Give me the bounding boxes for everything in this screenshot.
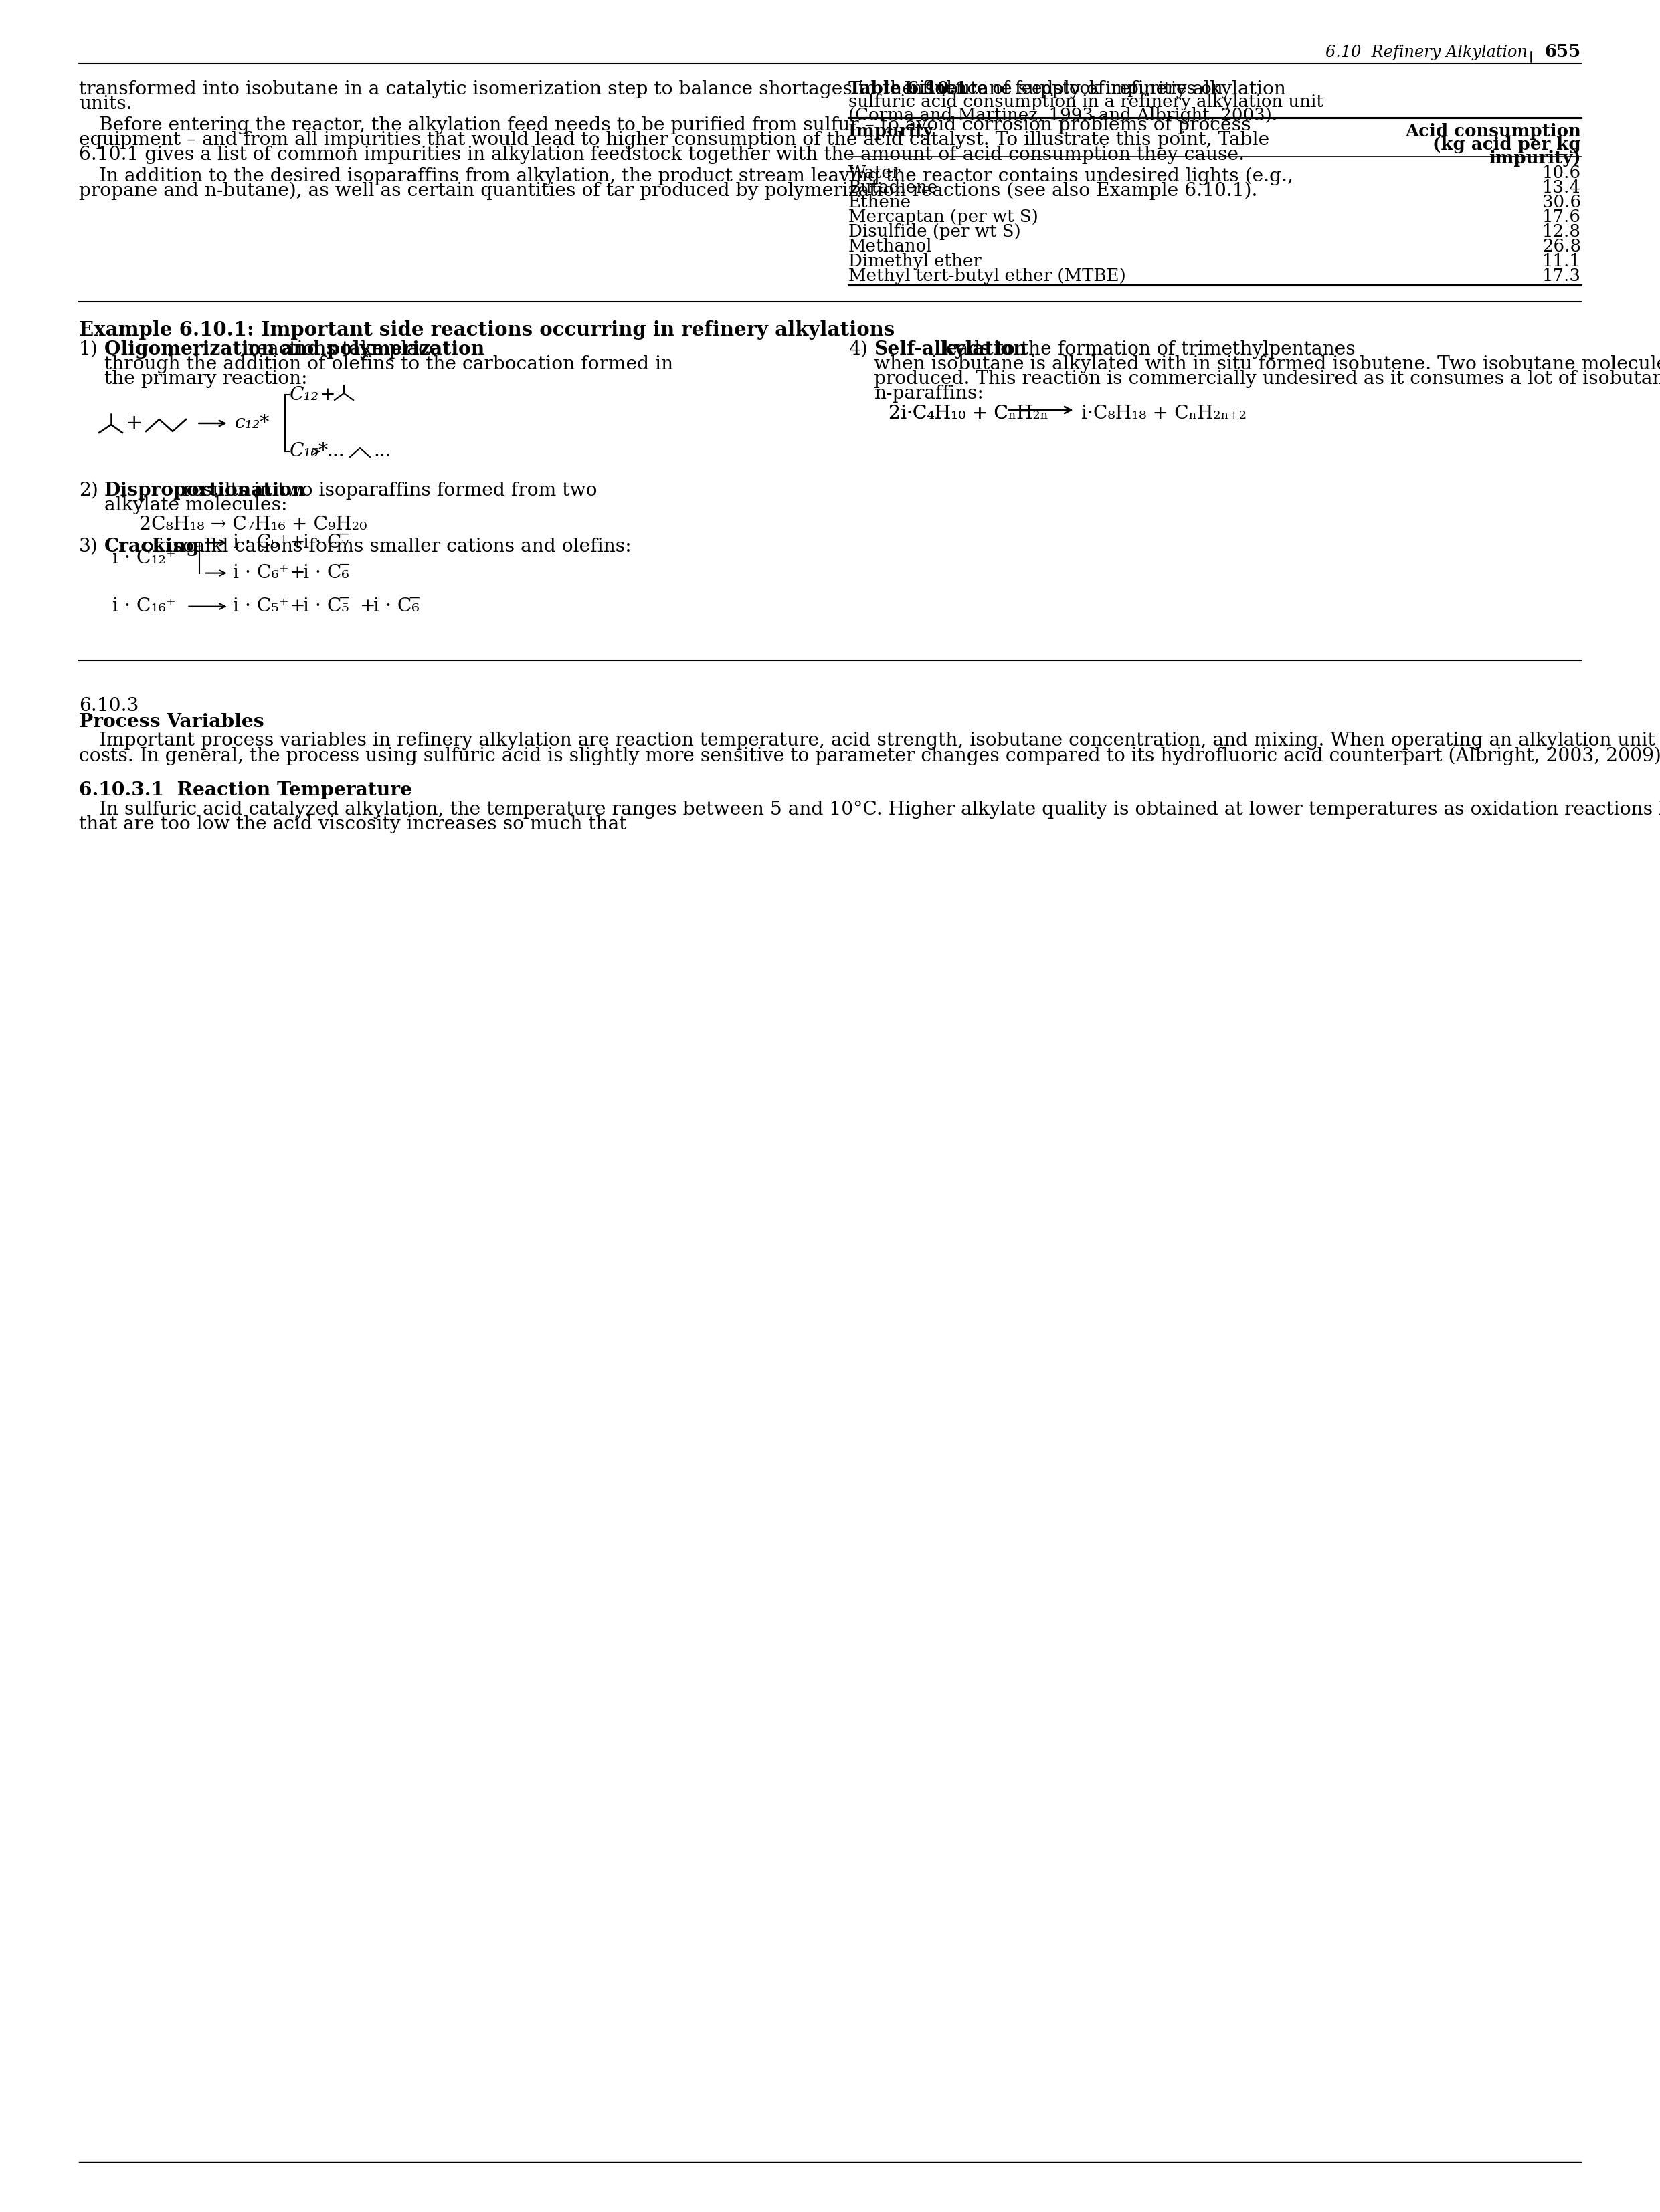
Text: Table 6.10.1: Table 6.10.1 bbox=[848, 80, 968, 97]
Text: Methanol: Methanol bbox=[848, 239, 933, 254]
Text: i · C₁₂⁺: i · C₁₂⁺ bbox=[113, 549, 176, 566]
Text: Disproportionation: Disproportionation bbox=[105, 482, 305, 500]
Text: Butadiene: Butadiene bbox=[848, 179, 938, 197]
Text: i · C₇̅: i · C₇̅ bbox=[304, 533, 349, 553]
Text: i · C₅̅: i · C₅̅ bbox=[304, 597, 349, 615]
Text: impurity): impurity) bbox=[1489, 150, 1580, 166]
Text: propane and n-butane), as well as certain quantities of tar produced by polymeri: propane and n-butane), as well as certai… bbox=[80, 181, 1258, 201]
Text: Dimethyl ether: Dimethyl ether bbox=[848, 252, 981, 270]
Text: c₁₂*: c₁₂* bbox=[234, 414, 271, 431]
Text: In addition to the desired isoparaffins from alkylation, the product stream leav: In addition to the desired isoparaffins … bbox=[100, 168, 1293, 186]
Text: Cracking: Cracking bbox=[105, 538, 199, 555]
Text: 13.4: 13.4 bbox=[1542, 179, 1580, 197]
Text: produced. This reaction is commercially undesired as it consumes a lot of isobut: produced. This reaction is commercially … bbox=[873, 369, 1660, 387]
Text: 6.10.1 gives a list of common impurities in alkylation feedstock together with t: 6.10.1 gives a list of common impurities… bbox=[80, 146, 1245, 164]
Text: Important process variables in refinery alkylation are reaction temperature, aci: Important process variables in refinery … bbox=[100, 732, 1660, 750]
Text: Oligomerization and polymerization: Oligomerization and polymerization bbox=[105, 341, 485, 358]
Text: sulfuric acid consumption in a refinery alkylation unit: sulfuric acid consumption in a refinery … bbox=[848, 93, 1323, 111]
Text: Acid consumption: Acid consumption bbox=[1404, 124, 1580, 139]
Text: (kg acid per kg: (kg acid per kg bbox=[1433, 137, 1580, 153]
Text: (Corma and Martinez, 1993 and Albright, 2003).: (Corma and Martinez, 1993 and Albright, … bbox=[848, 106, 1277, 124]
Text: 3): 3) bbox=[80, 538, 98, 555]
Text: Before entering the reactor, the alkylation feed needs to be purified from sulfu: Before entering the reactor, the alkylat… bbox=[100, 117, 1252, 135]
Text: Example 6.10.1: Important side reactions occurring in refinery alkylations: Example 6.10.1: Important side reactions… bbox=[80, 321, 895, 341]
Text: i · C₆̅: i · C₆̅ bbox=[304, 564, 349, 582]
Text: 17.6: 17.6 bbox=[1542, 208, 1580, 226]
Text: leads to the formation of trimethylpentanes: leads to the formation of trimethylpenta… bbox=[935, 341, 1356, 358]
Text: C₁₆*: C₁₆* bbox=[290, 442, 329, 460]
Text: through the addition of olefins to the carbocation formed in: through the addition of olefins to the c… bbox=[105, 356, 674, 374]
Text: Disulfide (per wt S): Disulfide (per wt S) bbox=[848, 223, 1021, 241]
Text: +: + bbox=[124, 414, 143, 434]
Text: +: + bbox=[290, 597, 305, 615]
Text: results in two isoparaffins formed from two: results in two isoparaffins formed from … bbox=[178, 482, 598, 500]
Text: i · C₆̅: i · C₆̅ bbox=[374, 597, 420, 615]
Text: 6.10.3: 6.10.3 bbox=[80, 697, 139, 714]
Text: Ethene: Ethene bbox=[848, 195, 911, 210]
Text: when isobutane is alkylated with in situ formed isobutene. Two isobutane molecul: when isobutane is alkylated with in situ… bbox=[873, 356, 1660, 374]
Text: 30.6: 30.6 bbox=[1542, 195, 1580, 210]
Text: that are too low the acid viscosity increases so much that: that are too low the acid viscosity incr… bbox=[80, 816, 626, 834]
Text: 6.10.3.1  Reaction Temperature: 6.10.3.1 Reaction Temperature bbox=[80, 781, 412, 799]
Text: +: + bbox=[290, 564, 305, 582]
Text: ...: ... bbox=[374, 442, 392, 460]
Text: transformed into isobutane in a catalytic isomerization step to balance shortage: transformed into isobutane in a catalyti… bbox=[80, 80, 1286, 97]
Text: Water: Water bbox=[848, 164, 901, 181]
Text: 11.1: 11.1 bbox=[1542, 252, 1580, 270]
Text: 2i·C₄H₁₀ + C: 2i·C₄H₁₀ + C bbox=[888, 405, 1008, 422]
Text: Methyl tert-butyl ether (MTBE): Methyl tert-butyl ether (MTBE) bbox=[848, 268, 1125, 285]
Text: 17.3: 17.3 bbox=[1542, 268, 1580, 285]
Text: C₁₂: C₁₂ bbox=[290, 385, 319, 403]
Text: equipment – and from all impurities that would lead to higher consumption of the: equipment – and from all impurities that… bbox=[80, 131, 1270, 148]
Text: 10.6: 10.6 bbox=[1542, 164, 1580, 181]
Text: 655: 655 bbox=[1545, 44, 1580, 60]
Text: units.: units. bbox=[80, 95, 133, 113]
Text: i · C₆⁺: i · C₆⁺ bbox=[232, 564, 289, 582]
Text: 2): 2) bbox=[80, 482, 98, 500]
Text: i · C₅⁺: i · C₅⁺ bbox=[232, 533, 289, 553]
Text: +: + bbox=[290, 533, 305, 553]
Text: alkylate molecules:: alkylate molecules: bbox=[105, 495, 287, 515]
Text: Self-alkylation: Self-alkylation bbox=[873, 341, 1028, 358]
Text: 12.8: 12.8 bbox=[1542, 223, 1580, 241]
Text: costs. In general, the process using sulfuric acid is slightly more sensitive to: costs. In general, the process using sul… bbox=[80, 748, 1660, 765]
Text: 4): 4) bbox=[848, 341, 868, 358]
Text: of isoalkl cations forms smaller cations and olefins:: of isoalkl cations forms smaller cations… bbox=[136, 538, 631, 555]
Text: In sulfuric acid catalyzed alkylation, the temperature ranges between 5 and 10°C: In sulfuric acid catalyzed alkylation, t… bbox=[100, 801, 1660, 818]
Text: the primary reaction:: the primary reaction: bbox=[105, 369, 307, 387]
Text: Mercaptan (per wt S): Mercaptan (per wt S) bbox=[848, 208, 1038, 226]
Text: Process Variables: Process Variables bbox=[80, 712, 264, 730]
Text: 26.8: 26.8 bbox=[1542, 239, 1580, 254]
Text: +: + bbox=[360, 597, 375, 615]
Text: ...: ... bbox=[327, 442, 344, 460]
Text: Influence of feedstock impurities on: Influence of feedstock impurities on bbox=[893, 80, 1223, 97]
Text: i·C₈H₁₈ + CₙH₂ₙ₊₂: i·C₈H₁₈ + CₙH₂ₙ₊₂ bbox=[1081, 405, 1247, 422]
Text: 2C₈H₁₈ → C₇H₁₆ + C₉H₂₀: 2C₈H₁₈ → C₇H₁₆ + C₉H₂₀ bbox=[139, 515, 367, 533]
Text: 2i·C₄H₁₀ + CₙH₂ₙ: 2i·C₄H₁₀ + CₙH₂ₙ bbox=[888, 405, 1049, 422]
Text: i · C₁₆⁺: i · C₁₆⁺ bbox=[113, 597, 176, 615]
Text: +: + bbox=[320, 385, 335, 403]
Text: 6.10  Refinery Alkylation: 6.10 Refinery Alkylation bbox=[1325, 44, 1527, 60]
Text: 1): 1) bbox=[80, 341, 98, 358]
Text: i · C₅⁺: i · C₅⁺ bbox=[232, 597, 289, 615]
Text: reactions take place: reactions take place bbox=[241, 341, 440, 358]
Text: Impurity: Impurity bbox=[848, 124, 935, 139]
Text: n-paraffins:: n-paraffins: bbox=[873, 385, 983, 403]
